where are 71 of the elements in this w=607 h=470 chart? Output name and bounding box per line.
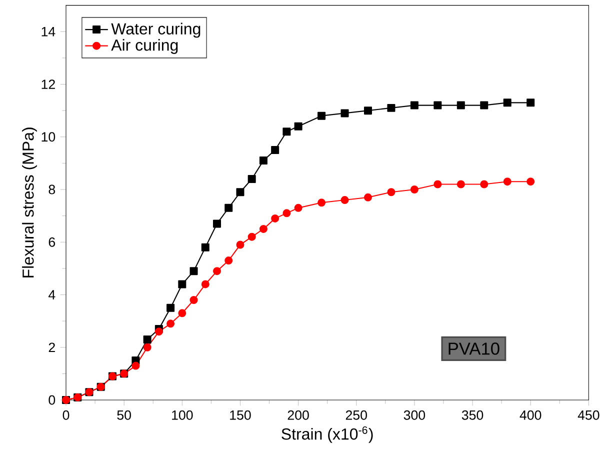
point <box>282 128 291 136</box>
point <box>236 188 244 196</box>
point <box>364 193 372 202</box>
point <box>178 309 186 318</box>
point <box>318 112 326 120</box>
point <box>318 198 326 207</box>
point <box>434 101 442 110</box>
x-tick-label: 0 <box>62 410 70 420</box>
point <box>434 180 442 188</box>
point <box>271 146 280 154</box>
point <box>143 343 152 352</box>
point <box>503 98 512 107</box>
point <box>340 196 349 204</box>
point <box>166 304 175 312</box>
point <box>282 209 291 218</box>
y-tick-label: 4 <box>48 290 56 300</box>
point <box>456 180 465 188</box>
y-tick-label: 2 <box>48 342 55 352</box>
point <box>248 174 256 183</box>
y-tick-label: 6 <box>48 237 56 247</box>
legend-label: Air curing <box>111 39 178 54</box>
point <box>503 178 512 186</box>
point <box>201 243 210 252</box>
x-tick-label: 250 <box>346 410 367 420</box>
x-tick-label: 100 <box>172 410 193 420</box>
point <box>154 328 163 336</box>
point <box>248 232 256 241</box>
legend-label: Water curing <box>111 22 200 38</box>
point <box>480 180 488 188</box>
x-tick-label: 400 <box>520 410 542 420</box>
point <box>456 101 465 110</box>
x-tick-label: 150 <box>230 410 251 420</box>
point <box>132 362 140 370</box>
point <box>340 109 349 118</box>
y-tick-label: 10 <box>42 132 56 142</box>
point <box>190 267 198 276</box>
y-tick-label: 0 <box>48 395 56 405</box>
point <box>526 178 535 186</box>
point <box>294 204 302 212</box>
point <box>410 101 418 110</box>
y-tick-label: 12 <box>42 80 55 89</box>
x-tick-label: 300 <box>404 410 426 420</box>
point <box>480 101 488 110</box>
point <box>224 256 233 265</box>
point <box>271 214 280 222</box>
x-tick-label: 350 <box>462 410 484 420</box>
point <box>387 188 396 196</box>
point <box>212 220 221 228</box>
y-tick-label: 8 <box>48 184 56 194</box>
point <box>212 267 221 276</box>
point <box>178 280 186 288</box>
x-tick-label: 450 <box>578 410 600 420</box>
point <box>190 296 198 304</box>
y-tick-label: 14 <box>42 27 56 36</box>
point <box>259 224 268 233</box>
annotation: PVA10 <box>448 342 500 355</box>
point <box>410 186 418 194</box>
point <box>526 98 535 107</box>
point <box>364 106 372 115</box>
point <box>294 122 302 130</box>
x-tick-label: 200 <box>288 410 309 420</box>
point <box>259 156 268 165</box>
point <box>224 204 233 212</box>
point <box>143 335 152 344</box>
point <box>387 104 396 112</box>
point <box>236 240 244 249</box>
point <box>166 320 175 328</box>
point <box>201 280 210 288</box>
x-axis-title: Strain (x10$^{-6}$) <box>282 426 373 443</box>
y-axis-title: Flexural stress (MPa) <box>22 128 37 278</box>
x-tick-label: 50 <box>117 410 131 420</box>
